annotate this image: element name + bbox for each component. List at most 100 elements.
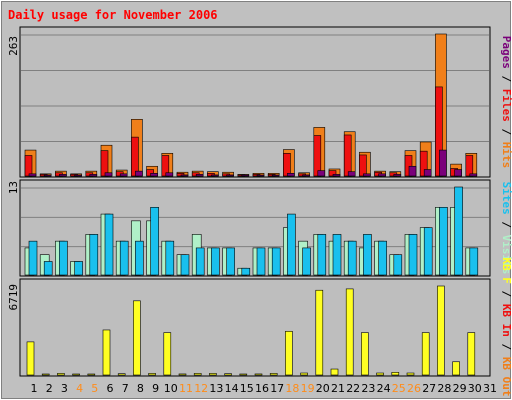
x-tick-label-day-5: 5 <box>91 382 98 395</box>
bar-pages-day-26 <box>408 165 417 177</box>
bar-pages-day-8 <box>135 170 143 177</box>
bar-pages-day-25 <box>393 174 402 177</box>
bar-pages-day-5 <box>89 174 98 177</box>
bar-sites-day-26 <box>408 234 418 276</box>
panel-visits-sites: 13 Sites / Visits <box>7 179 512 277</box>
legend-separator: / <box>500 122 512 142</box>
bar-sites-day-25 <box>393 254 403 276</box>
panel-1-plot-area <box>19 26 491 178</box>
legend-separator: / <box>500 337 512 357</box>
bar-pages-day-29 <box>454 169 462 177</box>
legend-item-files: Files <box>500 89 512 122</box>
bar-files-day-18 <box>283 153 291 177</box>
bar-pages-day-14 <box>226 174 234 177</box>
bar-pages-day-24 <box>378 173 386 177</box>
x-tick-label-day-4: 4 <box>76 382 83 395</box>
x-tick-label-day-8: 8 <box>137 382 144 395</box>
bar-kb-f-day-11 <box>178 373 187 376</box>
bar-sites-day-17 <box>271 247 281 276</box>
panel-1-legend: Pages / Files / Hits <box>500 36 512 169</box>
bar-pages-day-3 <box>59 174 67 177</box>
bar-pages-day-21 <box>332 174 341 177</box>
legend-item-hits: Hits <box>500 142 512 169</box>
bar-sites-day-8 <box>135 240 144 276</box>
bar-kb-f-day-4 <box>72 373 80 376</box>
x-tick-label-day-24: 24 <box>377 382 391 395</box>
bar-sites-day-15 <box>241 267 251 276</box>
bar-pages-day-10 <box>165 172 174 177</box>
bar-kb-f-day-26 <box>406 372 415 376</box>
x-tick-label-day-13: 13 <box>209 382 223 395</box>
bar-sites-day-10 <box>165 240 175 276</box>
x-tick-label-day-22: 22 <box>346 382 360 395</box>
bar-kb-f-day-14 <box>224 373 232 376</box>
x-tick-label-day-6: 6 <box>107 382 114 395</box>
panel-hits-files-pages: 263 Pages / Files / Hits <box>7 26 512 178</box>
bar-kb-f-day-2 <box>41 373 50 376</box>
legend-separator: / <box>500 284 512 304</box>
bar-pages-day-20 <box>317 170 326 177</box>
bar-kb-f-day-7 <box>117 373 126 376</box>
bar-kb-f-day-28 <box>437 285 445 376</box>
x-tick-label-day-19: 19 <box>301 382 315 395</box>
bar-kb-f-day-29 <box>452 361 460 376</box>
bar-sites-day-21 <box>332 234 342 276</box>
bar-pages-day-16 <box>256 174 265 177</box>
x-tick-label-day-11: 11 <box>179 382 193 395</box>
bar-kb-f-day-13 <box>209 373 217 376</box>
bar-sites-day-7 <box>119 240 129 276</box>
bar-kb-f-day-5 <box>87 373 96 376</box>
bar-kb-f-day-19 <box>300 372 308 376</box>
bar-pages-day-11 <box>180 174 189 177</box>
bar-kb-f-day-6 <box>102 329 111 376</box>
bar-kb-f-day-24 <box>376 372 384 376</box>
bar-sites-day-23 <box>363 234 372 276</box>
bar-files-day-20 <box>313 135 322 177</box>
bar-sites-day-4 <box>74 261 83 276</box>
bar-sites-day-16 <box>256 247 266 276</box>
x-tick-label-day-31: 31 <box>483 382 497 395</box>
x-tick-label-day-25: 25 <box>392 382 406 395</box>
bar-sites-day-18 <box>287 213 296 276</box>
bar-kb-f-day-27 <box>421 332 430 376</box>
legend-separator: / <box>500 215 512 235</box>
bar-sites-day-11 <box>180 254 190 276</box>
panel-2-legend: Sites / Visits <box>500 182 512 275</box>
x-tick-label-day-9: 9 <box>152 382 159 395</box>
bar-files-day-26 <box>404 155 413 177</box>
bar-files-day-23 <box>359 154 367 177</box>
legend-item-kb-out: KB Out <box>500 357 512 397</box>
bar-sites-day-28 <box>439 207 448 276</box>
chart-title: Daily usage for November 2006 <box>8 8 218 22</box>
legend-item-visits: Visits <box>500 235 512 275</box>
x-tick-label-day-1: 1 <box>31 382 38 395</box>
bar-files-day-6 <box>100 150 109 177</box>
bar-pages-day-30 <box>469 173 478 177</box>
bar-files-day-10 <box>161 155 170 177</box>
x-tick-label-day-2: 2 <box>46 382 53 395</box>
bar-pages-day-22 <box>347 171 356 177</box>
bar-pages-day-27 <box>423 169 432 177</box>
x-tick-label-day-12: 12 <box>194 382 208 395</box>
bar-pages-day-9 <box>150 173 158 177</box>
bar-kb-f-day-12 <box>193 373 202 376</box>
x-tick-label-day-18: 18 <box>285 382 299 395</box>
bar-kb-f-day-22 <box>345 288 354 376</box>
x-tick-label-day-27: 27 <box>422 382 436 395</box>
x-tick-label-day-23: 23 <box>361 382 375 395</box>
panel-1-ymax-label: 263 <box>7 36 20 56</box>
bar-pages-day-15 <box>241 174 250 177</box>
bar-files-day-9 <box>146 169 154 177</box>
bar-pages-day-13 <box>211 174 219 177</box>
panel-3-ymax-label: 6719 <box>7 284 20 311</box>
legend-item-sites: Sites <box>500 182 512 215</box>
bar-files-day-21 <box>328 170 337 177</box>
bar-sites-day-14 <box>226 247 235 276</box>
panel-3-plot-area <box>19 278 491 377</box>
bar-pages-day-17 <box>271 174 280 177</box>
bar-kb-f-day-3 <box>57 373 65 376</box>
legend-item-kb-f: KB F <box>500 257 512 284</box>
x-tick-label-day-15: 15 <box>240 382 254 395</box>
